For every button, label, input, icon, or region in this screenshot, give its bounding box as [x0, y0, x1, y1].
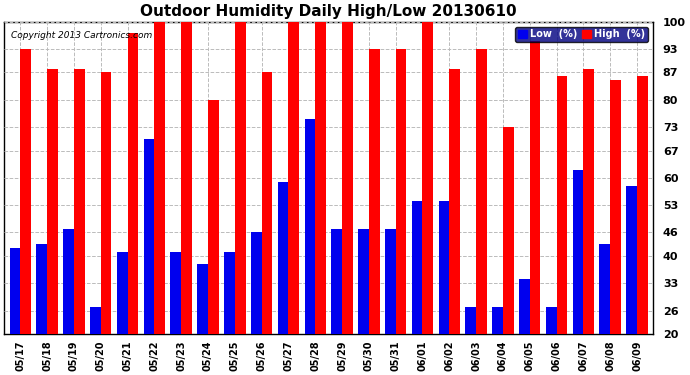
Bar — [10, 248, 20, 334]
Bar — [503, 127, 513, 334]
Bar — [557, 76, 567, 334]
Bar — [637, 76, 648, 334]
Bar — [476, 49, 487, 334]
Bar — [583, 69, 594, 334]
Bar — [358, 229, 369, 334]
Bar — [395, 49, 406, 334]
Bar — [90, 307, 101, 334]
Bar — [117, 252, 128, 334]
Bar — [600, 244, 610, 334]
Bar — [449, 69, 460, 334]
Bar — [315, 22, 326, 334]
Bar — [47, 69, 58, 334]
Bar — [519, 279, 530, 334]
Bar — [155, 22, 165, 334]
Bar — [530, 41, 540, 334]
Bar — [546, 307, 557, 334]
Bar — [573, 170, 583, 334]
Text: Copyright 2013 Cartronics.com: Copyright 2013 Cartronics.com — [10, 31, 152, 40]
Bar — [197, 264, 208, 334]
Bar — [37, 244, 47, 334]
Bar — [20, 49, 31, 334]
Bar — [342, 22, 353, 334]
Bar — [277, 182, 288, 334]
Bar — [262, 72, 273, 334]
Bar — [251, 232, 262, 334]
Bar — [439, 201, 449, 334]
Title: Outdoor Humidity Daily High/Low 20130610: Outdoor Humidity Daily High/Low 20130610 — [140, 4, 517, 19]
Bar — [412, 201, 422, 334]
Bar — [304, 119, 315, 334]
Bar — [224, 252, 235, 334]
Bar — [101, 72, 111, 334]
Bar — [492, 307, 503, 334]
Bar — [288, 22, 299, 334]
Bar — [422, 22, 433, 334]
Bar — [627, 186, 637, 334]
Bar — [208, 100, 219, 334]
Bar — [235, 22, 246, 334]
Bar — [369, 49, 380, 334]
Legend: Low  (%), High  (%): Low (%), High (%) — [515, 27, 648, 42]
Bar — [181, 22, 192, 334]
Bar — [331, 229, 342, 334]
Bar — [128, 33, 138, 334]
Bar — [144, 139, 155, 334]
Bar — [465, 307, 476, 334]
Bar — [610, 80, 621, 334]
Bar — [170, 252, 181, 334]
Bar — [74, 69, 85, 334]
Bar — [63, 229, 74, 334]
Bar — [385, 229, 395, 334]
